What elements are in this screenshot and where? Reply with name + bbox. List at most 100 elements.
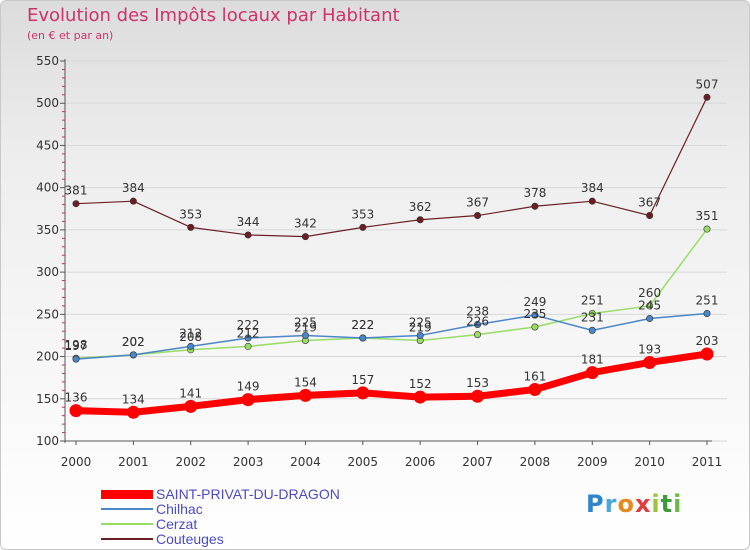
y-tick-label: 450 — [36, 138, 59, 152]
data-point — [184, 399, 198, 413]
data-label: 208 — [179, 330, 202, 344]
data-label: 202 — [122, 335, 145, 349]
data-label: 152 — [409, 377, 432, 391]
logo-letter: x — [634, 490, 652, 518]
data-point — [531, 311, 539, 319]
data-point — [416, 331, 424, 339]
data-point — [301, 233, 309, 241]
x-tick-label: 2011 — [692, 455, 723, 469]
data-label: 134 — [122, 392, 145, 406]
data-label: 238 — [466, 304, 489, 318]
data-point — [244, 334, 252, 342]
data-label: 193 — [638, 342, 661, 356]
data-point — [703, 93, 711, 101]
data-point — [416, 216, 424, 224]
logo-letter: P — [586, 490, 605, 518]
x-tick-label: 2006 — [405, 455, 436, 469]
data-point — [187, 223, 195, 231]
data-point — [588, 326, 596, 334]
data-label: 219 — [294, 321, 317, 335]
data-label: 249 — [523, 295, 546, 309]
y-tick-label: 400 — [36, 181, 59, 195]
data-point — [531, 202, 539, 210]
data-point — [588, 197, 596, 205]
data-point — [700, 347, 714, 361]
x-tick-label: 2000 — [61, 455, 92, 469]
series-line-0 — [72, 350, 711, 416]
x-tick-label: 2003 — [233, 455, 264, 469]
data-point — [474, 331, 482, 339]
data-label: 222 — [351, 318, 374, 332]
y-tick-label: 350 — [36, 223, 59, 237]
data-label: 153 — [466, 376, 489, 390]
data-point — [646, 212, 654, 220]
data-point — [359, 223, 367, 231]
data-label: 342 — [294, 217, 317, 231]
data-point — [474, 320, 482, 328]
data-point — [646, 302, 654, 310]
x-tick-label: 2009 — [577, 455, 608, 469]
data-label: 344 — [237, 215, 260, 229]
data-point — [585, 366, 599, 380]
data-label: 251 — [581, 293, 604, 307]
logo-letter: i — [673, 490, 683, 518]
series-line-1 — [75, 312, 708, 360]
chart-title: Evolution des Impôts locaux par Habitant — [27, 5, 400, 26]
data-label: 197 — [65, 339, 88, 353]
y-tick-label: 150 — [36, 392, 59, 406]
data-point — [187, 342, 195, 350]
series-line-3 — [75, 96, 708, 238]
series-line-2 — [75, 228, 708, 359]
data-point — [588, 309, 596, 317]
data-label: 225 — [294, 315, 317, 329]
x-tick-label: 2008 — [520, 455, 551, 469]
data-point — [471, 389, 485, 403]
logo-letter: t — [660, 490, 674, 518]
y-tick-label: 100 — [36, 434, 59, 448]
data-label: 353 — [351, 207, 374, 221]
data-point — [643, 355, 657, 369]
data-label: 362 — [409, 200, 432, 214]
data-label: 235 — [523, 307, 546, 321]
legend-label: SAINT-PRIVAT-DU-DRAGON — [156, 486, 340, 502]
x-tick-label: 2002 — [175, 455, 206, 469]
data-label: 212 — [179, 326, 202, 340]
proxiti-logo: Proxiti — [586, 490, 682, 518]
data-point — [129, 197, 137, 205]
data-label: 149 — [237, 380, 260, 394]
data-point — [528, 382, 542, 396]
logo-letter: r — [604, 490, 618, 518]
x-tick-label: 2010 — [634, 455, 665, 469]
legend-label: Chilhac — [156, 501, 203, 517]
data-label: 381 — [65, 184, 88, 198]
data-point — [72, 355, 80, 363]
legend-swatch — [101, 508, 153, 510]
legend-label: Couteuges — [156, 531, 224, 547]
data-label: 384 — [122, 181, 145, 195]
data-point — [646, 315, 654, 323]
data-label: 231 — [581, 310, 604, 324]
data-point — [474, 212, 482, 220]
data-label: 219 — [409, 321, 432, 335]
data-label: 260 — [638, 286, 661, 300]
data-point — [703, 225, 711, 233]
data-point — [301, 331, 309, 339]
x-tick-label: 2005 — [348, 455, 379, 469]
data-point — [413, 390, 427, 404]
data-label: 245 — [638, 299, 661, 313]
data-point — [298, 388, 312, 402]
data-label: 507 — [696, 77, 719, 91]
data-point — [244, 231, 252, 239]
data-label: 384 — [581, 181, 604, 195]
data-label: 141 — [179, 386, 202, 400]
chart-subtitle: (en € et par an) — [27, 29, 114, 42]
data-point — [129, 351, 137, 359]
data-label: 353 — [179, 207, 202, 221]
data-label: 225 — [409, 315, 432, 329]
legend-label: Cerzat — [156, 516, 198, 532]
x-tick-label: 2004 — [290, 455, 321, 469]
data-point — [244, 342, 252, 350]
data-label: 198 — [65, 338, 88, 352]
